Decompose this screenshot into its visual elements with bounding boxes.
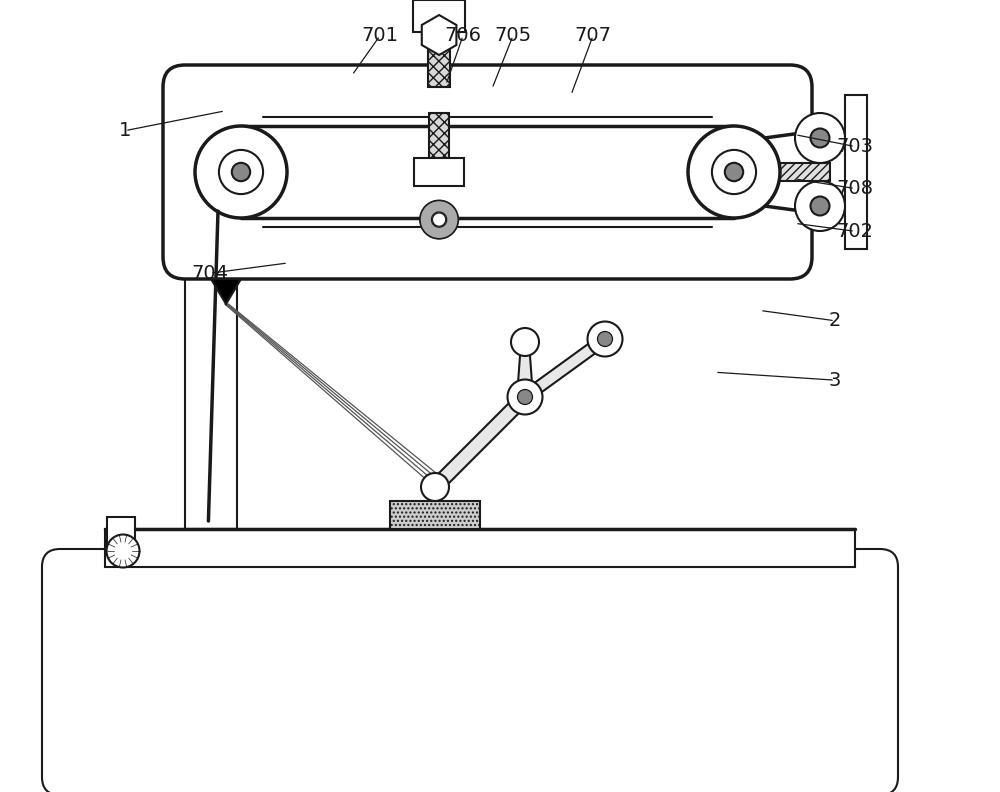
Bar <box>429 113 449 175</box>
Text: 2: 2 <box>829 311 841 330</box>
Circle shape <box>712 150 756 194</box>
Circle shape <box>598 332 612 347</box>
Text: 705: 705 <box>494 26 532 45</box>
Circle shape <box>688 126 780 218</box>
Bar <box>414 158 464 185</box>
FancyBboxPatch shape <box>42 549 898 792</box>
Circle shape <box>588 322 622 356</box>
Text: 707: 707 <box>574 26 612 45</box>
Circle shape <box>421 473 449 501</box>
Polygon shape <box>422 15 456 55</box>
Text: 701: 701 <box>362 26 399 45</box>
Circle shape <box>795 181 845 231</box>
Circle shape <box>432 213 446 227</box>
Bar <box>185 257 237 529</box>
Bar <box>390 501 480 529</box>
Bar <box>845 95 867 249</box>
Circle shape <box>508 379 542 414</box>
Circle shape <box>511 328 539 356</box>
Text: 702: 702 <box>837 222 874 241</box>
Bar <box>413 0 465 32</box>
Polygon shape <box>515 339 615 397</box>
Circle shape <box>811 196 830 215</box>
Text: 1: 1 <box>119 121 131 140</box>
FancyBboxPatch shape <box>163 65 812 279</box>
Circle shape <box>232 163 250 181</box>
Circle shape <box>725 163 743 181</box>
Text: 703: 703 <box>837 137 874 156</box>
Polygon shape <box>517 342 533 397</box>
Bar <box>749 163 830 181</box>
Circle shape <box>795 113 845 163</box>
Text: 708: 708 <box>837 179 874 198</box>
Circle shape <box>811 128 830 147</box>
Circle shape <box>195 126 287 218</box>
Text: 704: 704 <box>192 264 229 283</box>
Circle shape <box>420 200 458 238</box>
Circle shape <box>219 150 263 194</box>
Circle shape <box>107 535 140 568</box>
Polygon shape <box>425 397 535 487</box>
Text: 706: 706 <box>445 26 482 45</box>
Bar <box>105 529 855 567</box>
Text: 3: 3 <box>829 371 841 390</box>
Bar <box>107 517 135 547</box>
Circle shape <box>518 390 532 405</box>
Bar <box>428 32 450 87</box>
Wedge shape <box>420 200 458 238</box>
Polygon shape <box>211 279 241 304</box>
